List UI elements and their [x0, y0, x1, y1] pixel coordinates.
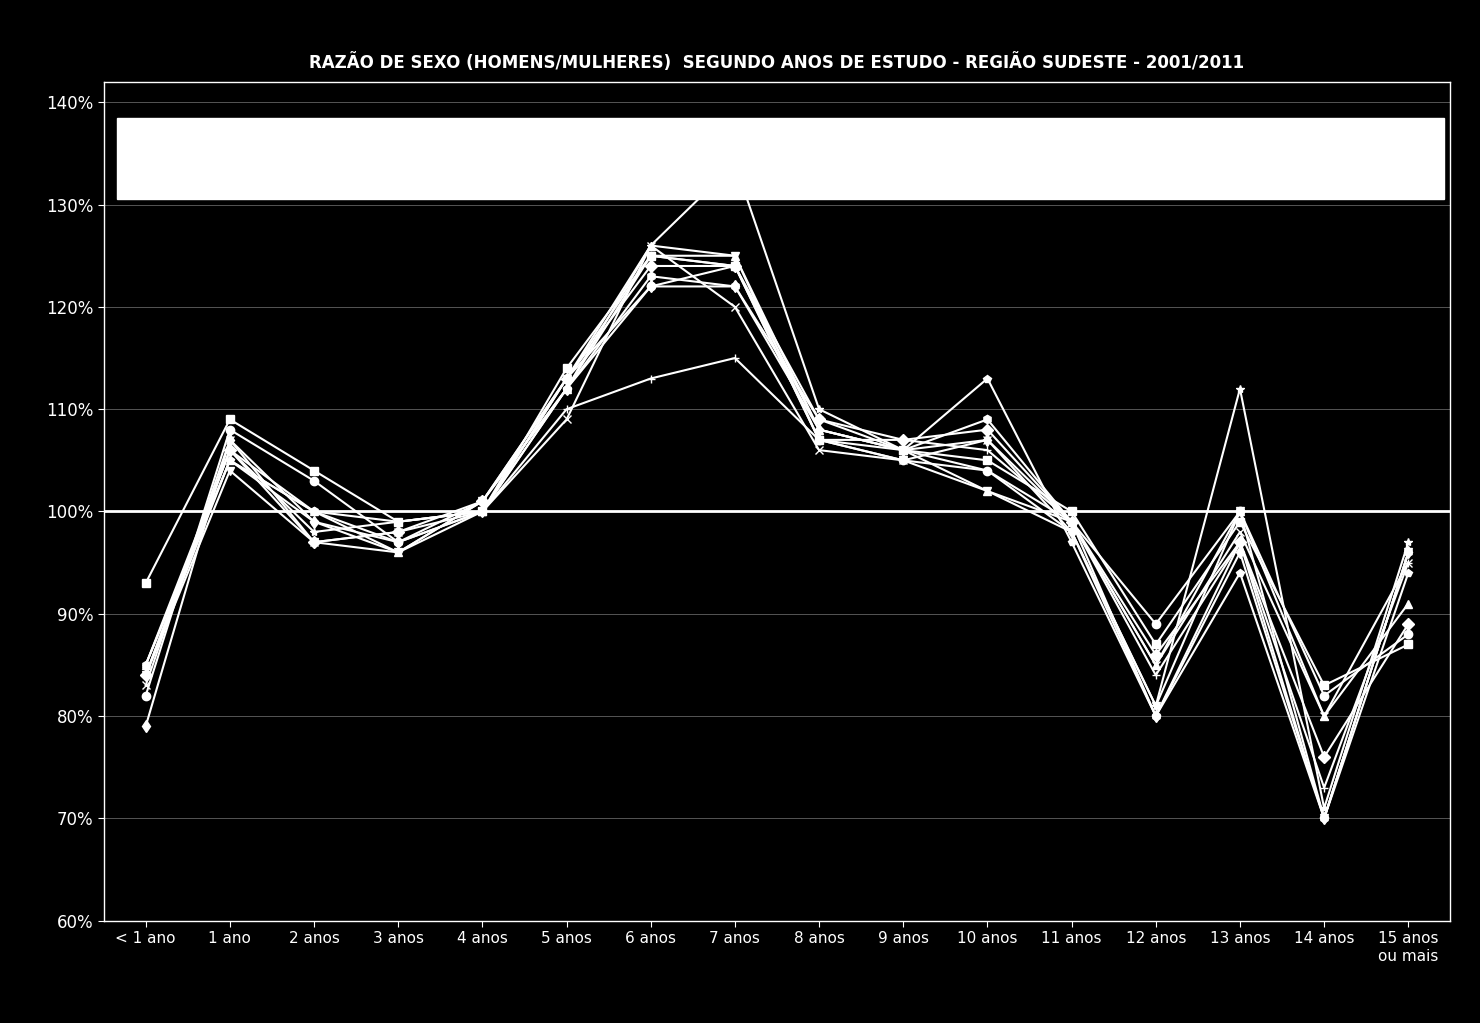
FancyBboxPatch shape	[117, 118, 1443, 199]
Title: RAZÃO DE SEXO (HOMENS/MULHERES)  SEGUNDO ANOS DE ESTUDO - REGIÃO SUDESTE - 2001/: RAZÃO DE SEXO (HOMENS/MULHERES) SEGUNDO …	[309, 53, 1245, 72]
